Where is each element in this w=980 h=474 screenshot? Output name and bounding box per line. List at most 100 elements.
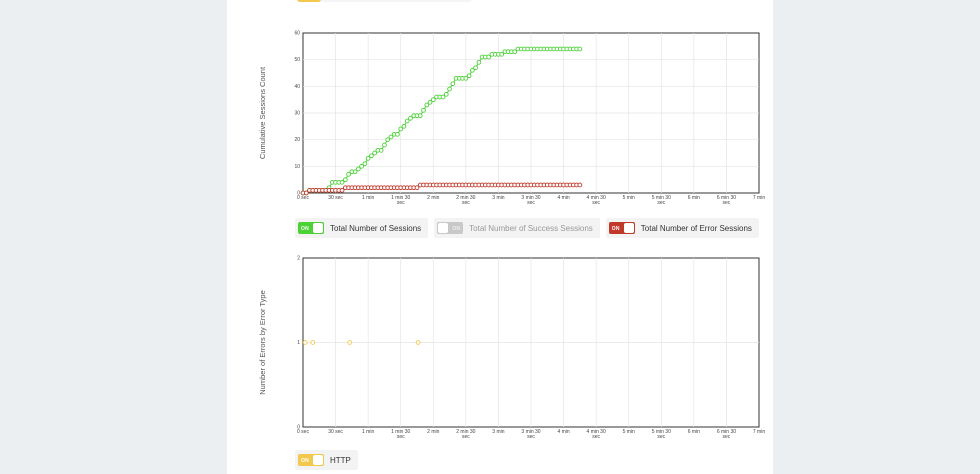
data-point [440, 94, 446, 100]
toggle-knob [313, 223, 323, 233]
x-tick-label: 3 min [492, 195, 504, 201]
x-tick-label: 0 sec [297, 195, 309, 201]
series-toggle[interactable]: ON [298, 222, 324, 234]
x-tick-label: 7 min [753, 429, 765, 435]
errors-by-type-chart: 0 1 2 0 sec 30 sec 1 min 1 min 30 sec 2 min 2 min… [258, 256, 765, 441]
y-tick-label: 50 [294, 57, 300, 63]
y-tick-label: 1 [297, 340, 300, 346]
series-toggle[interactable]: ON [298, 454, 324, 466]
data-point [302, 340, 308, 345]
x-tick-label: 4 min [557, 195, 569, 201]
x-tick-label: 1 min 30 sec [391, 429, 410, 440]
x-tick-label: 2 min 30 sec [456, 429, 475, 440]
x-tick-label: 2 min [427, 195, 439, 201]
data-point [359, 163, 364, 169]
series-toggle[interactable]: ON [608, 222, 635, 234]
data-point [577, 182, 583, 188]
x-tick-label: 4 min [557, 429, 569, 435]
x-tick-label: 0 sec [297, 429, 309, 435]
data-point [424, 102, 430, 108]
data-point [463, 75, 469, 81]
data-point [443, 91, 449, 97]
data-point [470, 67, 475, 73]
x-tick-label: 3 min 30 sec [521, 195, 540, 206]
data-point [388, 134, 394, 140]
data-point [342, 177, 348, 183]
data-point [404, 118, 410, 124]
data-point [512, 49, 518, 55]
report-page: 0 10 20 30 40 50 60 0 sec 30 sec 1 min 1 min 30 sec… [227, 0, 773, 474]
data-point [362, 161, 368, 167]
toggle-knob [313, 455, 323, 465]
toggle-state-label: ON [301, 225, 309, 232]
y-axis-label: Cumulative Sessions Count [258, 66, 267, 159]
x-tick-label: 1 min [362, 429, 374, 435]
x-tick-label: 7 min [753, 195, 765, 201]
legend-label: Total Number of Sessions [330, 223, 422, 233]
data-point [382, 142, 387, 148]
legend-label: Total Number of Success Sessions [469, 223, 593, 233]
previous-legend-toggle[interactable] [297, 0, 321, 2]
cumulative-sessions-chart: 0 10 20 30 40 50 60 0 sec 30 sec 1 min 1 min 30 sec… [258, 31, 765, 207]
sessions-chart-legend: ON Total Number of Sessions ON Total Number… [295, 218, 759, 238]
series-toggle[interactable]: ON [437, 222, 464, 234]
data-point [365, 155, 371, 161]
legend-item-total-number-of-success-sessions[interactable]: ON Total Number of Success Sessions [434, 218, 600, 238]
y-tick-label: 10 [294, 164, 300, 170]
data-point [499, 51, 505, 57]
x-tick-label: 6 min [688, 195, 700, 201]
x-tick-label: 5 min [623, 429, 635, 435]
x-tick-label: 6 min 30 sec [717, 429, 736, 440]
data-point [421, 107, 426, 113]
data-point [395, 131, 400, 137]
toggle-state-label: ON [611, 225, 620, 232]
toggle-state-label: ON [452, 225, 461, 232]
data-point [417, 113, 423, 119]
x-tick-label: 4 min 30 sec [587, 429, 606, 440]
x-tick-label: 2 min [427, 429, 439, 435]
data-point [372, 150, 378, 156]
x-tick-label: 5 min 30 sec [652, 429, 671, 440]
data-point [310, 340, 316, 345]
y-tick-label: 60 [294, 31, 300, 37]
legend-item-http[interactable]: ON HTTP [295, 450, 358, 470]
x-tick-label: 5 min [623, 195, 635, 201]
data-point [352, 169, 358, 175]
x-tick-label: 3 min [492, 429, 504, 435]
data-point [339, 179, 345, 185]
data-point [430, 97, 436, 103]
data-point [415, 340, 421, 345]
data-point [486, 54, 492, 60]
legend-item-total-number-of-error-sessions[interactable]: ON Total Number of Error Sessions [605, 218, 759, 238]
data-point [378, 147, 384, 153]
data-point [347, 340, 353, 345]
data-point [447, 86, 452, 92]
toggle-knob [438, 223, 449, 233]
series-http [302, 340, 421, 345]
errors-chart-legend: ON HTTP [295, 450, 358, 470]
data-point [450, 81, 456, 87]
toggle-state-label: ON [301, 457, 309, 464]
x-tick-label: 3 min 30 sec [521, 429, 540, 440]
y-axis-label: Number of Errors by Error Type [258, 290, 267, 394]
x-tick-label: 6 min [688, 429, 700, 435]
x-tick-label: 1 min [362, 195, 374, 201]
series-total-number-of-sessions [300, 46, 583, 196]
x-tick-label: 30 sec [328, 429, 343, 435]
x-tick-label: 5 min 30 sec [652, 195, 671, 206]
x-tick-label: 1 min 30 sec [391, 195, 410, 206]
toggle-knob [623, 223, 634, 233]
data-point [385, 137, 391, 143]
y-tick-label: 0 [297, 191, 300, 197]
x-tick-label: 6 min 30 sec [717, 195, 736, 206]
y-tick-label: 20 [294, 137, 300, 143]
data-point [427, 99, 433, 105]
data-point [476, 59, 482, 65]
legend-item-total-number-of-sessions[interactable]: ON Total Number of Sessions [295, 218, 429, 238]
y-tick-label: 40 [294, 84, 300, 90]
data-point [356, 166, 361, 172]
x-tick-label: 4 min 30 sec [587, 195, 606, 206]
data-point [577, 46, 583, 52]
data-point [414, 185, 420, 191]
y-tick-label: 30 [294, 111, 300, 117]
